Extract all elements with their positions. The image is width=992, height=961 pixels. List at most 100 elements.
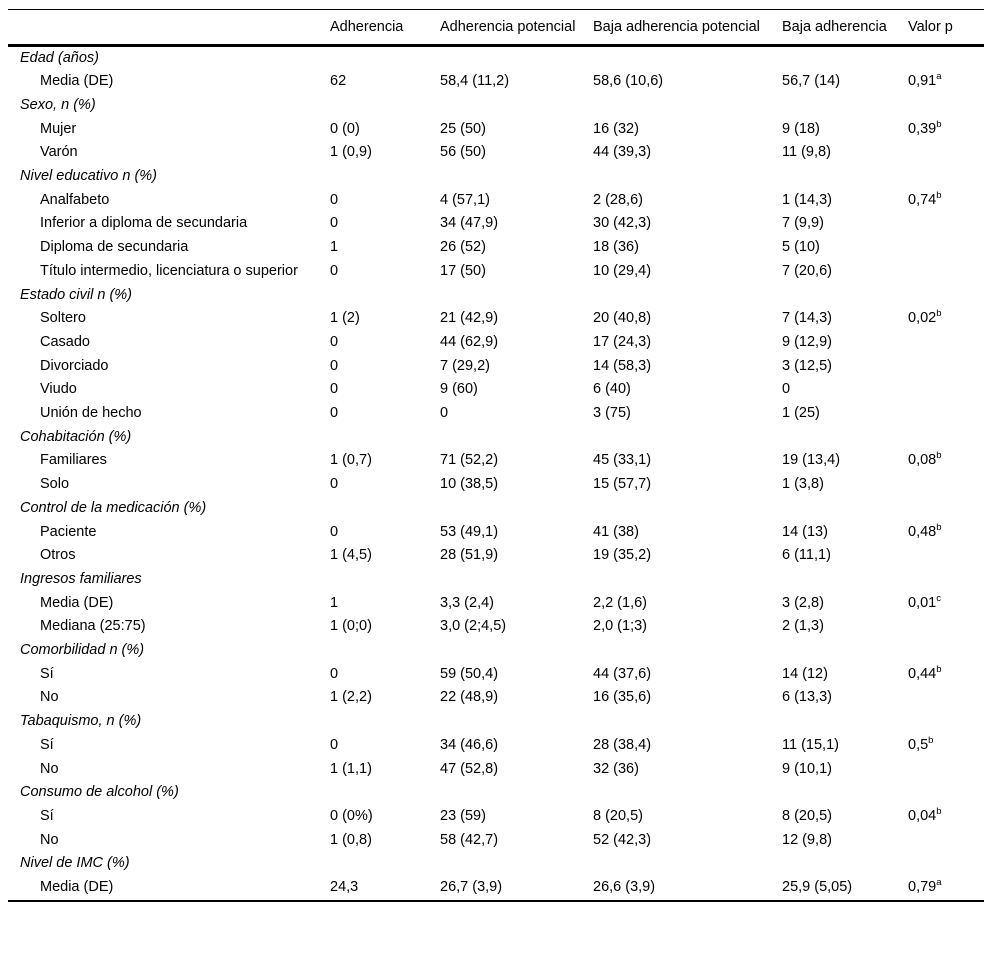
value-cell: 14 (13) [782,523,828,540]
row-label-cell: Inferior a diploma de secundaria [40,215,248,232]
value-cell: 6 (40) [593,381,631,398]
p-value-cell [908,260,984,284]
row-label-cell: Mediana (25:75) [40,618,146,635]
table-row: Comorbilidad n (%) [8,639,984,663]
value-cell [593,781,782,805]
p-value: 0,01 [908,594,937,611]
value-cell: 0 [330,215,339,232]
row-label-cell: Control de la medicación (%) [20,499,207,516]
value-cell [782,852,908,876]
value-cell [782,94,908,118]
value-cell: 44 (62,9) [440,333,499,350]
value-cell: 9 (10,1) [782,760,832,777]
table-row: No 1 (1,1) 47 (52,8) 32 (36) 9 (10,1) [8,758,984,782]
value-cell [330,639,440,663]
value-cell: 14 (12) [782,665,828,682]
p-value-footnote-marker: b [936,521,942,533]
value-cell: 5 (10) [782,239,820,256]
p-value: 0,04 [908,808,937,824]
table-row: Ingresos familiares [8,568,984,592]
column-header-adherencia: Adherencia [330,19,404,35]
row-label-cell: Soltero [40,310,86,327]
p-value-footnote-marker: a [936,877,942,889]
value-cell: 1 (2) [330,310,360,327]
value-cell: 53 (49,1) [440,523,499,540]
p-value-cell [908,378,984,402]
p-value-footnote-marker: b [936,308,942,320]
row-label-cell: Varón [40,144,78,161]
p-value-cell: 0,48b [908,521,984,545]
row-label-cell: Título intermedio, licenciatura o superi… [40,262,298,279]
row-label-cell: No [40,831,59,848]
value-cell [593,710,782,734]
value-cell: 1 [330,594,339,611]
value-cell: 45 (33,1) [593,452,652,469]
value-cell: 58,6 (10,6) [593,73,664,90]
value-cell: 25,9 (5,05) [782,879,853,896]
row-label-cell: Sexo, n (%) [20,96,96,113]
value-cell: 28 (51,9) [440,547,499,564]
table-row: Otros 1 (4,5) 28 (51,9) 19 (35,2) 6 (11,1) [8,544,984,568]
value-cell [330,710,440,734]
value-cell: 12 (9,8) [782,831,832,848]
value-cell: 17 (50) [440,262,486,279]
value-cell: 7 (14,3) [782,310,832,327]
value-cell [593,94,782,118]
row-label-cell: Comorbilidad n (%) [20,642,145,659]
value-cell [593,284,782,308]
table-row: Diploma de secundaria 1 26 (52) 18 (36) 5 (1… [8,236,984,260]
value-cell [440,639,593,663]
value-cell: 11 (15,1) [782,736,839,753]
table-row: Paciente 0 53 (49,1) 41 (38) 14 (13) 0,48b [8,521,984,545]
value-cell: 44 (39,3) [593,144,652,161]
value-cell [330,94,440,118]
p-value-cell [908,473,984,497]
value-cell: 25 (50) [440,120,486,137]
p-value-cell [908,852,984,876]
p-value-footnote-marker: b [936,663,942,675]
p-value-footnote-marker: b [936,189,942,201]
table-row: No 1 (0,8) 58 (42,7) 52 (42,3) 12 (9,8) [8,829,984,853]
table-row: Nivel educativo n (%) [8,165,984,189]
row-label-cell: No [40,689,59,706]
value-cell: 9 (18) [782,120,820,137]
value-cell: 28 (38,4) [593,736,652,753]
row-label-cell: Consumo de alcohol (%) [20,784,179,801]
value-cell: 0 (0%) [330,808,373,824]
p-value-cell [908,615,984,639]
value-cell: 9 (60) [440,381,478,398]
value-cell: 56,7 (14) [782,73,841,90]
p-value: 0,5 [908,736,929,753]
row-label-cell: Paciente [40,523,97,540]
value-cell [440,165,593,189]
table-row: Media (DE) 1 3,3 (2,4) 2,2 (1,6) 3 (2,8) 0,01… [8,592,984,616]
p-value-footnote-marker: c [936,592,941,604]
table-body: Edad (años) Media (DE) 62 58,4 (11,2) 58,6 (… [8,45,984,901]
table-row: Solo 0 10 (38,5) 15 (57,7) 1 (3,8) [8,473,984,497]
value-cell: 0 [330,262,339,279]
value-cell: 1 [330,239,339,256]
p-value-cell: 0,02b [908,307,984,331]
value-cell [782,781,908,805]
value-cell: 21 (42,9) [440,310,499,327]
value-cell: 47 (52,8) [440,760,499,777]
p-value: 0,02 [908,310,937,327]
header-row: Adherencia Adherencia potencial Baja adh… [8,10,984,46]
p-value-footnote-marker: b [936,806,942,818]
table-row: Edad (años) [8,45,984,70]
table-row: Media (DE) 62 58,4 (11,2) 58,6 (10,6) 56,7 (… [8,70,984,94]
p-value-cell [908,544,984,568]
value-cell: 0 [330,476,339,493]
value-cell: 23 (59) [440,808,486,824]
table-row: Título intermedio, licenciatura o superi… [8,260,984,284]
table-row: Familiares 1 (0,7) 71 (52,2) 45 (33,1) 19 (1… [8,449,984,473]
p-value-cell [908,781,984,805]
value-cell [782,284,908,308]
value-cell: 7 (20,6) [782,262,832,279]
value-cell: 7 (29,2) [440,357,490,374]
row-label-cell: Otros [40,547,76,564]
value-cell [330,852,440,876]
value-cell [440,45,593,70]
p-value-footnote-marker: b [928,735,934,747]
value-cell: 3,3 (2,4) [440,594,494,611]
